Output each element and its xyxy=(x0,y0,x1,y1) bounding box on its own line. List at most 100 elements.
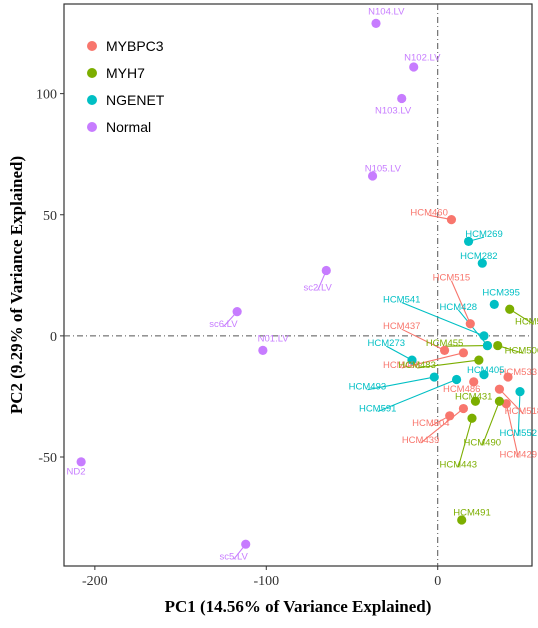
point-label: HCM395 xyxy=(482,287,520,298)
reference-lines xyxy=(64,4,532,566)
leader-line xyxy=(367,376,435,391)
point-label: HCM552 xyxy=(500,428,538,439)
plot-panel xyxy=(63,3,533,567)
leader-line xyxy=(417,359,479,369)
x-axis-title: PC1 (14.56% of Variance Explained) xyxy=(165,597,432,616)
point-mybpc3 xyxy=(469,377,479,387)
legend-label: Normal xyxy=(106,119,151,135)
y-tick-label: 50 xyxy=(43,209,57,224)
x-tick-label: -200 xyxy=(82,574,108,589)
point-label: HCM498 xyxy=(383,360,421,371)
point-label: HCM282 xyxy=(460,251,498,262)
point-label: HCM455 xyxy=(426,338,464,349)
point-normal xyxy=(367,171,378,181)
legend-key-ngenet xyxy=(87,95,97,105)
point-label: sc5.LV xyxy=(220,551,249,562)
point-label: HCM443 xyxy=(440,459,478,470)
point-label: N01.LV xyxy=(258,333,290,344)
point-normal xyxy=(409,62,419,72)
point-label: HCM533 xyxy=(500,367,538,378)
leader-line xyxy=(377,378,457,413)
point-label: HCM506 xyxy=(505,345,538,356)
leader-line xyxy=(517,391,521,436)
point-label: HCM591 xyxy=(359,404,397,415)
point-mybpc3 xyxy=(439,345,450,356)
point-label: HCM269 xyxy=(465,229,503,240)
point-normal xyxy=(241,539,251,549)
legend-key-normal xyxy=(87,122,97,132)
point-label: HCM405 xyxy=(467,365,505,376)
point-label: HCM437 xyxy=(383,321,421,332)
label-leader-lines xyxy=(223,214,535,560)
leader-line xyxy=(420,408,464,444)
point-label: HCM504 xyxy=(412,418,450,429)
point-ngenet xyxy=(451,374,462,385)
point-label: N104.LV xyxy=(368,6,405,17)
point-normal xyxy=(321,265,331,276)
point-normal xyxy=(258,345,268,356)
legend-label: NGENET xyxy=(106,92,165,108)
point-ngenet xyxy=(479,370,489,380)
point-label: HCM439 xyxy=(402,435,440,446)
point-label: HCM273 xyxy=(368,338,406,349)
legend-label: MYH7 xyxy=(106,65,145,81)
point-label: N103.LV xyxy=(375,106,412,117)
point-label: HCM491 xyxy=(453,508,491,519)
point-label: HCM428 xyxy=(440,302,478,313)
point-ngenet xyxy=(515,386,525,397)
point-ngenet xyxy=(479,331,489,341)
y-tick-label: -50 xyxy=(38,451,57,466)
point-label: N102.LV xyxy=(404,52,441,63)
y-tick-label: 0 xyxy=(50,330,57,345)
point-label: sc2.LV xyxy=(304,282,333,293)
leader-line xyxy=(509,308,535,325)
point-myh7 xyxy=(467,413,477,423)
point-label: sc6.LV xyxy=(209,319,238,330)
point-label: HCM515 xyxy=(433,273,471,284)
point-label: HCM493 xyxy=(349,382,387,393)
legend-key-mybpc3 xyxy=(87,41,97,51)
point-myh7 xyxy=(470,396,481,406)
point-myh7 xyxy=(493,340,503,351)
point-label: ND2 xyxy=(66,467,85,478)
leader-line xyxy=(386,345,413,361)
point-mybpc3 xyxy=(465,319,475,329)
point-normal xyxy=(232,307,242,317)
data-points xyxy=(76,18,525,549)
point-mybpc3 xyxy=(458,403,469,414)
point-label: HCM483 xyxy=(398,360,436,371)
leader-line xyxy=(450,280,471,324)
x-axis-ticks: -200 -100 0 xyxy=(82,566,441,589)
legend-label: MYBPC3 xyxy=(106,38,164,54)
point-ngenet xyxy=(463,236,474,246)
point-mybpc3 xyxy=(503,372,513,382)
point-label: HCM429 xyxy=(500,450,538,461)
point-ngenet xyxy=(429,372,439,382)
point-ngenet xyxy=(407,355,417,365)
leader-line xyxy=(401,302,485,337)
point-ngenet xyxy=(482,340,493,351)
x-tick-label: 0 xyxy=(434,574,441,589)
point-mybpc3 xyxy=(494,384,505,394)
leader-line xyxy=(505,403,519,458)
point-mybpc3 xyxy=(446,214,457,225)
point-label: N105.LV xyxy=(365,164,402,175)
y-axis-title: PC2 (9.29% of Variance Explained) xyxy=(7,156,26,414)
point-ngenet xyxy=(489,299,499,309)
point-myh7 xyxy=(494,396,505,406)
point-label: HCM460 xyxy=(410,207,448,218)
legend-key-myh7 xyxy=(87,68,97,78)
legend: MYBPC3 MYH7 NGENET Normal xyxy=(87,38,165,135)
point-label: HCM490 xyxy=(464,437,502,448)
leader-line xyxy=(457,418,473,468)
point-normal xyxy=(76,457,86,467)
point-label: HCM518 xyxy=(505,406,538,417)
point-myh7 xyxy=(505,304,515,314)
point-normal xyxy=(397,93,407,104)
point-labels: HCM460 HCM515 HCM437 HCM498 HCM486 HCM533 HCM5… xyxy=(66,6,538,562)
point-mybpc3 xyxy=(445,411,455,421)
point-ngenet xyxy=(477,258,487,268)
leader-line xyxy=(401,328,445,351)
y-axis-ticks: -50 0 50 100 xyxy=(36,88,64,466)
